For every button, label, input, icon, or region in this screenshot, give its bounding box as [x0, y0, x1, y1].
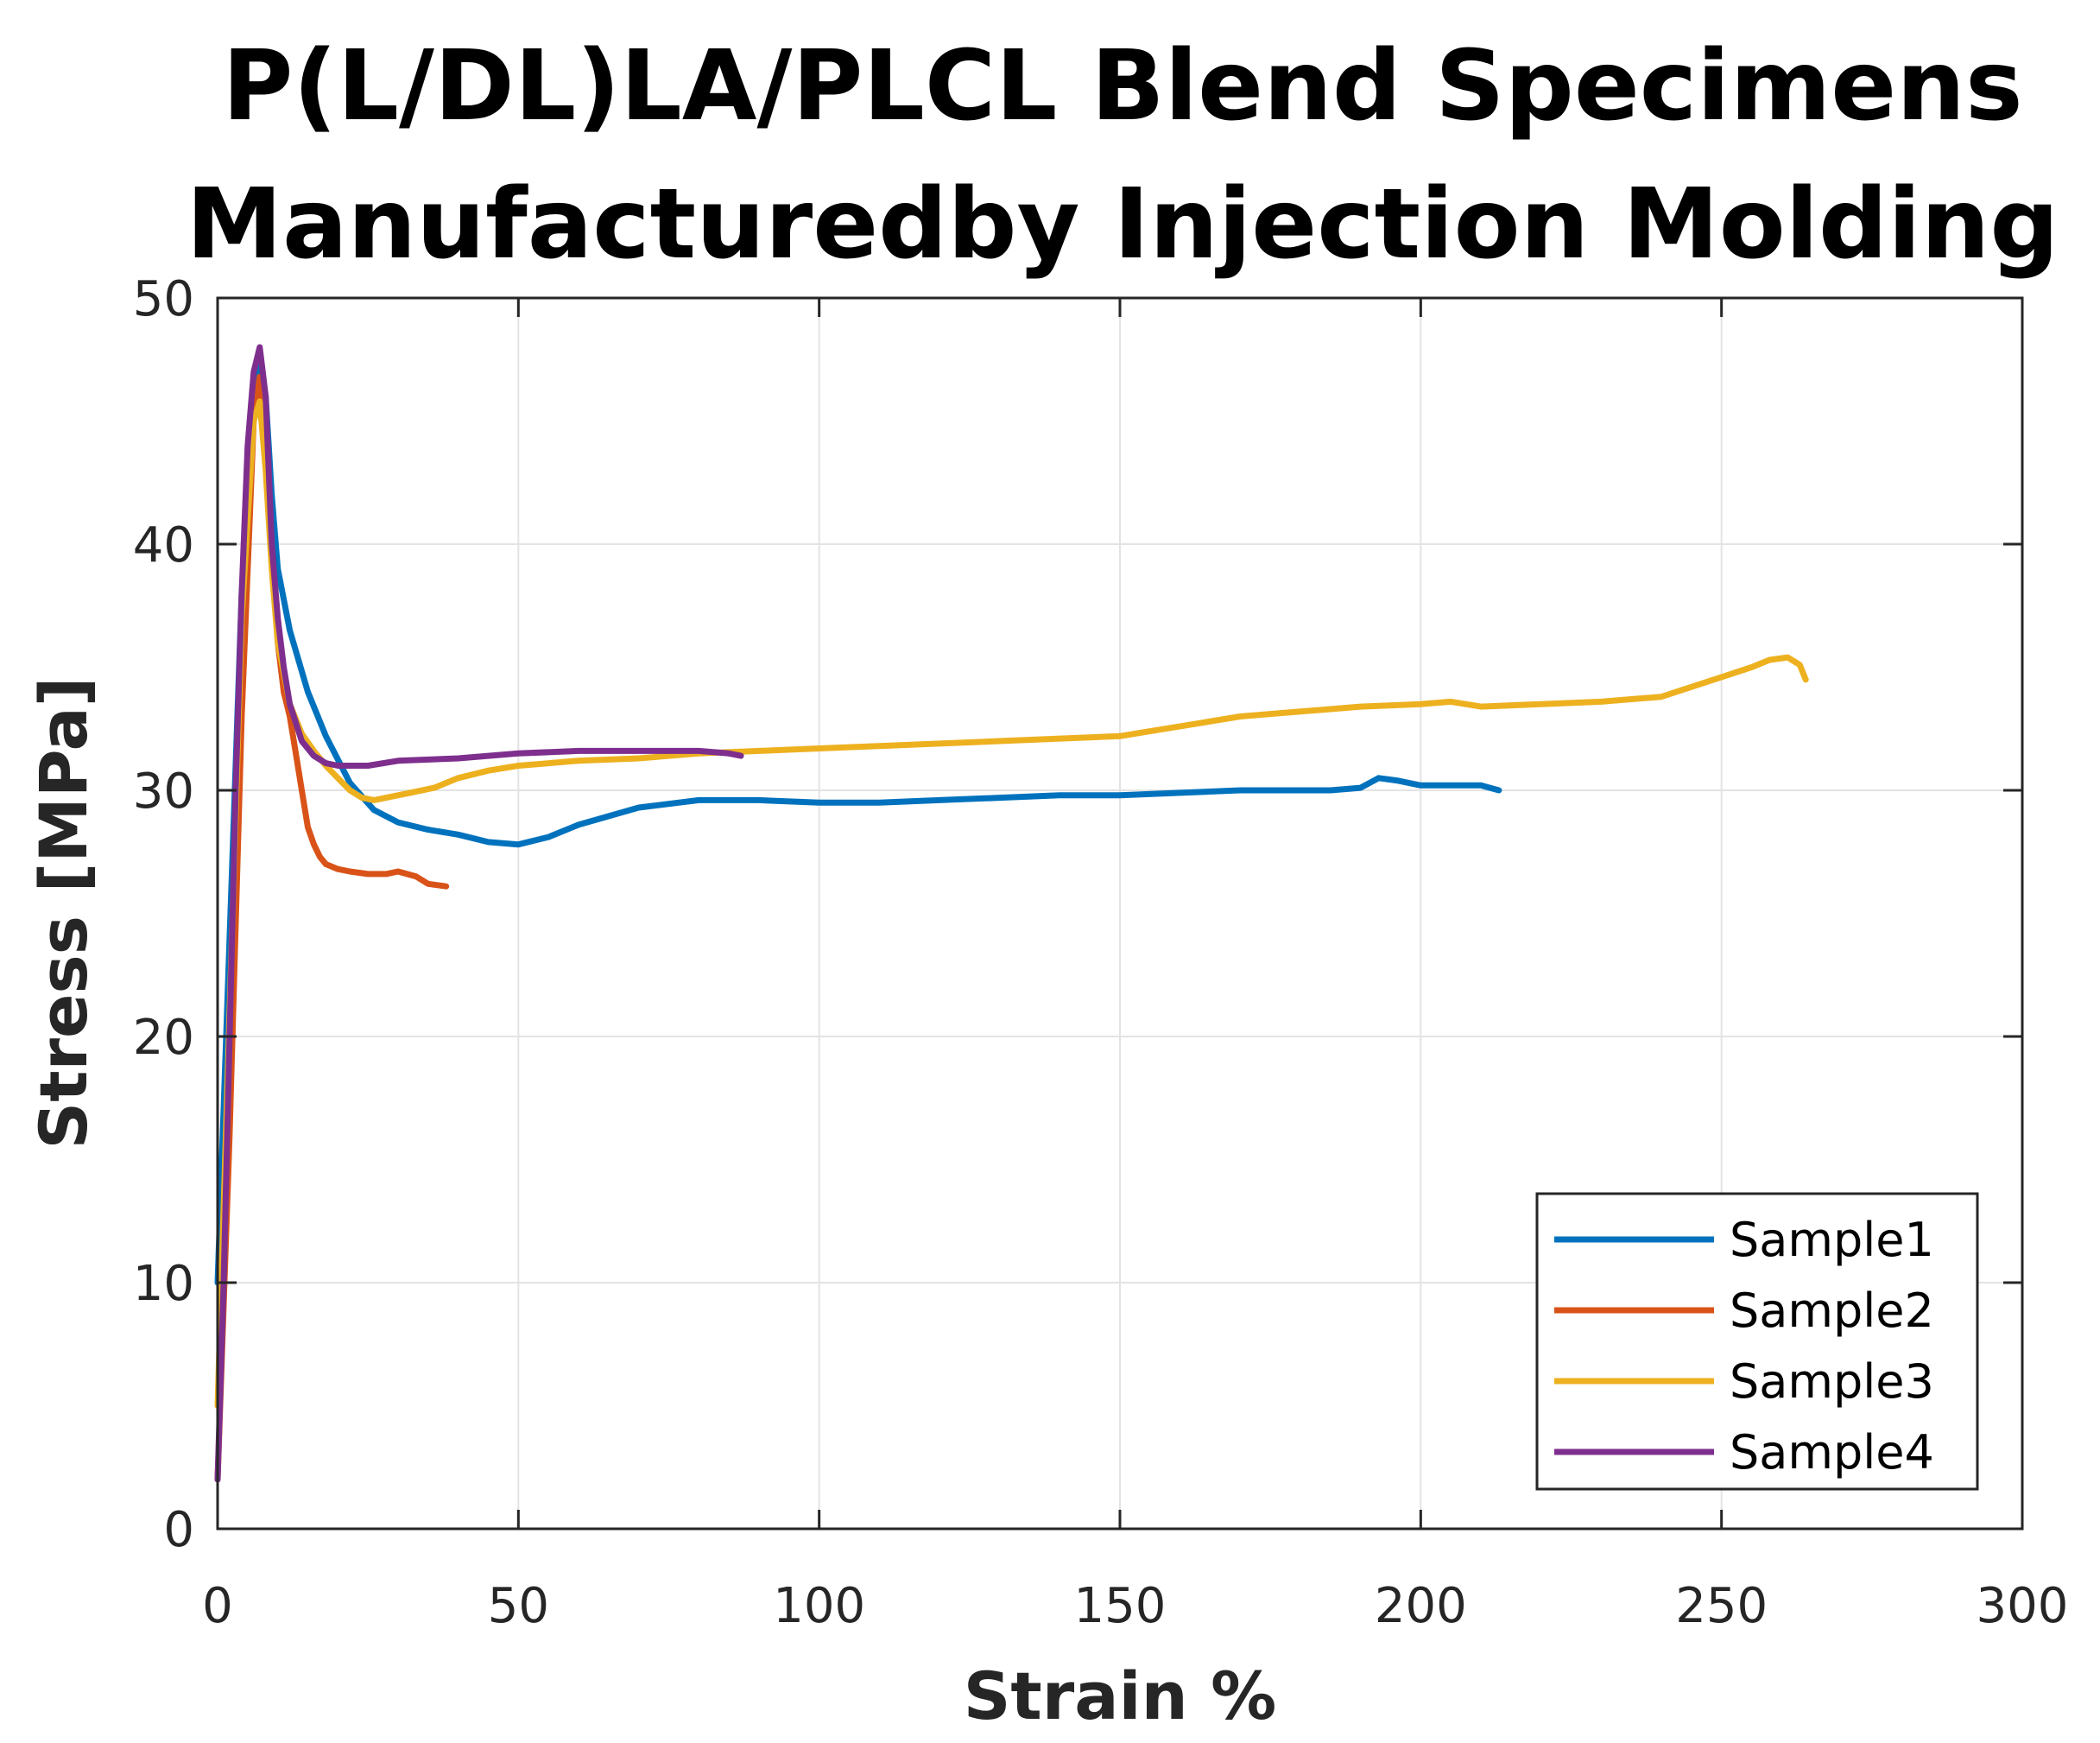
legend-label-sample4: Sample4 [1730, 1425, 1934, 1480]
legend-label-sample3: Sample3 [1730, 1354, 1934, 1409]
y-tick-label: 30 [133, 764, 194, 820]
x-axis-label: Strain % [964, 1657, 1277, 1734]
x-tick-label: 0 [202, 1578, 233, 1634]
y-axis-label: Stress [MPa] [25, 676, 102, 1149]
series-line-sample4 [214, 344, 744, 1483]
x-tick-label: 300 [1977, 1578, 2069, 1634]
x-tick-label: 200 [1375, 1578, 1467, 1634]
legend-label-sample1: Sample1 [1730, 1213, 1934, 1267]
y-tick-label: 50 [133, 271, 194, 327]
y-tick-label: 20 [133, 1010, 194, 1066]
chart-title-line-1: P(L/DL)LA/PLCL Blend Specimens [222, 30, 2022, 143]
data-series [214, 344, 1809, 1483]
x-tick-label: 100 [773, 1578, 865, 1634]
legend: Sample1 Sample2 Sample3 Sample4 [1535, 1192, 1979, 1491]
legend-box [1535, 1192, 1979, 1491]
series-line-sample1 [214, 361, 1502, 1286]
y-tick-label: 10 [133, 1256, 194, 1312]
axis-ticks: 0 50 100 150 200 250 300 0 10 20 30 40 50 [133, 271, 2069, 1634]
y-tick-label: 0 [163, 1502, 194, 1558]
x-tick-label: 150 [1074, 1578, 1167, 1634]
chart-title-line-2: Manufacturedby Injection Molding [186, 168, 2059, 281]
x-tick-label: 50 [488, 1578, 549, 1634]
x-tick-label: 250 [1675, 1578, 1768, 1634]
y-tick-label: 40 [133, 517, 194, 574]
legend-label-sample2: Sample2 [1730, 1283, 1934, 1338]
series-line-sample2 [214, 373, 450, 1483]
